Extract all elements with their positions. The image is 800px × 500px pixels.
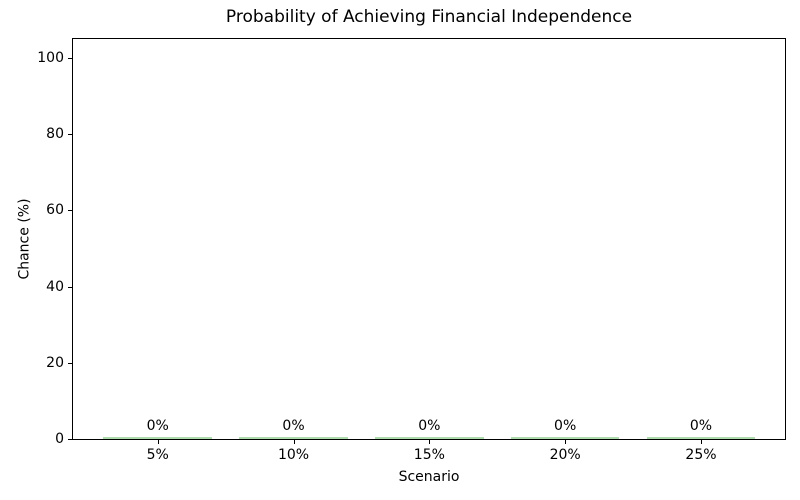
bar-25% bbox=[646, 437, 756, 439]
bar-value-label: 0% bbox=[418, 418, 441, 434]
y-tick-mark bbox=[68, 286, 72, 288]
bar-10% bbox=[239, 437, 348, 439]
bar-value-label: 0% bbox=[282, 418, 305, 434]
bar-20% bbox=[510, 437, 620, 439]
x-tick-mark bbox=[429, 440, 431, 444]
y-tick-label: 40 bbox=[46, 278, 64, 295]
bar-5% bbox=[103, 437, 213, 439]
x-tick-mark bbox=[293, 440, 295, 444]
y-tick-mark bbox=[68, 439, 72, 440]
x-tick-label: 10% bbox=[277, 447, 310, 463]
y-tick-label: 60 bbox=[46, 202, 64, 219]
y-axis-title: Chance (%) bbox=[16, 198, 33, 280]
x-tick-mark bbox=[565, 440, 567, 444]
x-axis-title: Scenario bbox=[398, 469, 460, 485]
x-tick-mark bbox=[157, 440, 159, 444]
y-tick-mark bbox=[68, 362, 72, 364]
x-tick-label: 25% bbox=[685, 447, 717, 463]
bar-value-label: 0% bbox=[689, 418, 713, 434]
bar-15% bbox=[375, 437, 484, 439]
y-tick-mark bbox=[68, 210, 72, 212]
y-tick-label: 100 bbox=[37, 50, 64, 67]
x-tick-mark bbox=[700, 440, 702, 444]
y-tick-mark bbox=[68, 134, 72, 136]
y-tick-label: 0 bbox=[55, 431, 64, 447]
x-tick-label: 20% bbox=[549, 447, 581, 463]
plot-area: 0% 0% 0% 0% 0% bbox=[73, 39, 785, 439]
bar-value-label: 0% bbox=[554, 418, 577, 434]
bar-value-label: 0% bbox=[146, 418, 169, 434]
y-tick-label: 20 bbox=[46, 354, 64, 371]
y-tick-mark bbox=[68, 58, 72, 60]
chart-title: Probability of Achieving Financial Indep… bbox=[225, 7, 633, 27]
y-tick-label: 80 bbox=[46, 126, 64, 143]
x-tick-label: 5% bbox=[146, 447, 169, 463]
axes-frame bbox=[72, 38, 786, 440]
x-tick-label: 15% bbox=[413, 447, 445, 463]
